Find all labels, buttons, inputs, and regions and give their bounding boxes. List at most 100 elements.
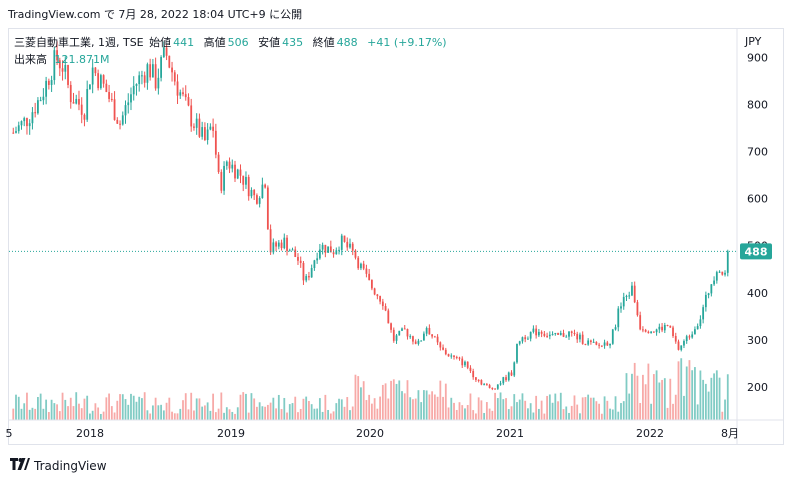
volume-bar [83,398,86,420]
volume-bar [423,390,425,420]
candle [26,117,28,135]
time-tick-label: 2021 [496,427,524,440]
time-tick-label: 2022 [636,427,664,440]
candle [310,264,313,278]
volume-bar [672,403,674,420]
volume-bar [505,398,507,420]
candle [31,107,34,130]
candle [56,41,58,66]
candle [280,239,283,251]
candle [275,240,277,252]
candle [540,330,543,338]
volume-bar [669,378,672,420]
symbol-title[interactable]: 三菱自動車工業, 1週, TSE [14,36,144,49]
volume-bar [91,410,94,420]
candle [338,246,340,255]
candle [168,55,171,69]
close-value: 488 [336,36,358,49]
candle [272,238,275,255]
candle [551,331,554,336]
volume-bar [598,403,601,420]
volume-bar [58,411,61,420]
volume-bar [368,394,371,420]
candle [557,332,559,335]
candle [193,123,195,131]
price-tick-label: 700 [747,145,768,158]
volume-bar [272,397,275,420]
candle [543,330,546,338]
candle [704,291,707,312]
candle [17,121,20,134]
volume-bar [99,413,102,420]
candle [250,187,253,199]
price-tick-label: 800 [747,98,768,111]
volume-bar [321,411,324,420]
candle [80,97,83,124]
volume-bar [726,374,729,420]
candle [318,243,321,260]
volume-label[interactable]: 出来高 [14,53,47,66]
volume-bar [26,392,28,420]
volume-bar [42,408,45,420]
volume-bar [524,400,527,420]
candle [464,360,466,368]
low-value: 435 [282,36,304,49]
volume-bar [195,398,198,420]
volume-bar [617,411,620,420]
volume-bar [442,396,444,420]
candle [376,293,379,300]
candle [99,73,102,90]
candle [685,334,688,344]
candle [409,334,412,339]
candle [672,325,674,338]
volume-bar [141,398,143,420]
volume-bar [381,384,384,420]
volume-legend: 出来高 121.871M [14,51,109,67]
volume-bar [335,403,338,420]
candle [592,338,595,343]
candle [674,332,677,344]
candle [264,183,267,189]
time-axis[interactable]: 5 2018 2019 2020 2021 2022 8月 [6,419,785,440]
currency-label: JPY [745,35,762,48]
volume-bar [496,398,499,420]
candle [603,339,606,349]
candle [537,328,540,338]
volume-bar [162,410,165,420]
candle [447,353,450,357]
price-axis[interactable]: 900800700600500400300200 [736,28,768,445]
price-tick-label: 400 [747,287,768,300]
volume-bar [239,394,242,420]
candle [609,343,611,349]
volume-bar [316,408,319,420]
volume-bar [663,378,666,420]
volume-bar [696,404,699,420]
volume-bar [223,412,225,420]
candle [677,339,680,351]
candle [655,328,658,336]
candle [573,329,576,336]
candle [242,175,245,192]
volume-bar [327,409,329,420]
volume-bar [379,396,382,420]
volume-bar [34,408,37,420]
volume-bar [491,410,494,420]
volume-bar [592,397,595,420]
volume-bar [23,403,26,420]
volume-bar [130,393,132,420]
volume-bar [453,402,455,420]
volume-bar [39,393,42,420]
volume-bar [94,403,97,420]
candle [313,259,316,271]
volume-bar [266,404,269,420]
candle [370,279,373,291]
volume-bar [469,393,472,420]
chart-frame [8,28,784,445]
tradingview-logo[interactable]: TradingView [10,458,107,474]
volume-bar [67,406,69,420]
volume-bar [685,366,688,420]
volume-bar [540,400,543,420]
candle [69,81,72,109]
volume-bar [455,409,458,420]
